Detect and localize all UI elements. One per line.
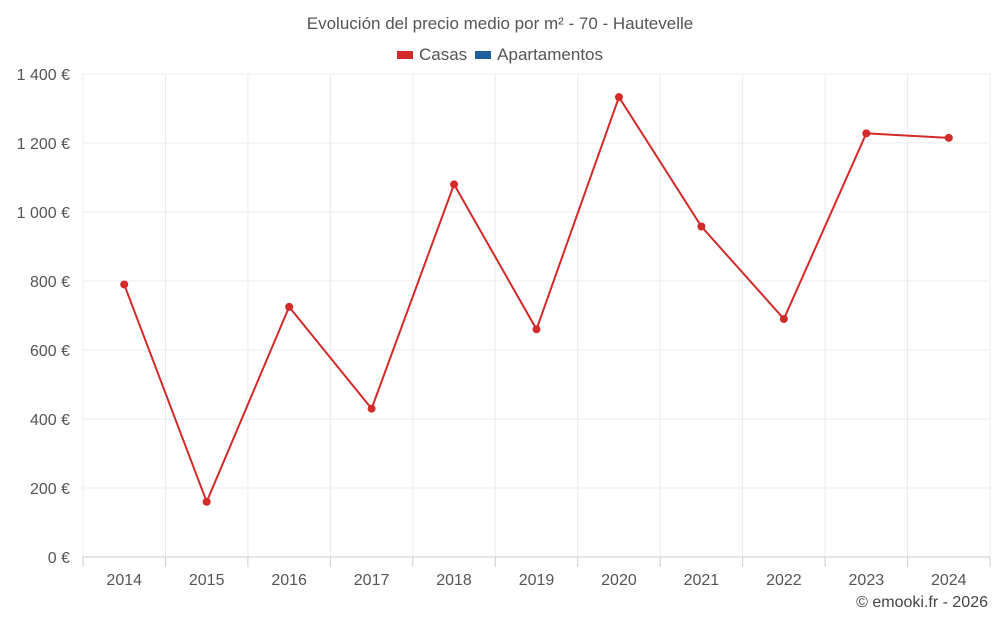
- y-tick-label: 1 200 €: [17, 136, 70, 153]
- x-tick-label: 2022: [766, 572, 802, 589]
- data-point: [367, 404, 376, 413]
- x-tick-label: 2019: [519, 572, 555, 589]
- data-point: [202, 497, 211, 506]
- data-point: [862, 129, 871, 138]
- data-point: [285, 302, 294, 311]
- y-tick-label: 600 €: [30, 343, 70, 360]
- data-point: [120, 280, 129, 289]
- data-point: [450, 180, 459, 189]
- chart-title: Evolución del precio medio por m² - 70 -…: [306, 14, 694, 33]
- x-tick-label: 2023: [849, 572, 885, 589]
- legend-item-apartamentos[interactable]: Apartamentos: [475, 45, 603, 65]
- x-tick-label: 2017: [354, 572, 390, 589]
- legend-swatch-apartamentos: [475, 51, 492, 59]
- legend-item-casas[interactable]: Casas: [396, 45, 468, 65]
- legend-label-casas: Casas: [418, 45, 468, 64]
- legend-label-apartamentos: Apartamentos: [497, 45, 604, 64]
- legend: Casas Apartamentos: [0, 45, 1000, 65]
- data-point: [779, 314, 788, 323]
- data-point: [614, 93, 623, 102]
- x-tick-label: 2024: [931, 572, 967, 589]
- y-tick-label: 200 €: [30, 481, 70, 498]
- y-tick-label: 800 €: [30, 274, 70, 291]
- x-tick-label: 2016: [271, 572, 307, 589]
- legend-swatch-casas: [396, 51, 413, 59]
- credit-text: © emooki.fr - 2026: [856, 594, 988, 611]
- y-tick-label: 1 000 €: [17, 205, 70, 222]
- y-tick-label: 1 400 €: [17, 67, 70, 84]
- data-point: [944, 133, 953, 142]
- x-tick-label: 2021: [684, 572, 720, 589]
- x-tick-label: 2018: [436, 572, 472, 589]
- y-tick-label: 400 €: [30, 412, 70, 429]
- data-point: [532, 325, 541, 334]
- y-tick-label: 0 €: [48, 550, 70, 567]
- data-point: [697, 222, 706, 231]
- x-tick-label: 2015: [189, 572, 225, 589]
- x-tick-label: 2020: [601, 572, 637, 589]
- x-tick-label: 2014: [106, 572, 142, 589]
